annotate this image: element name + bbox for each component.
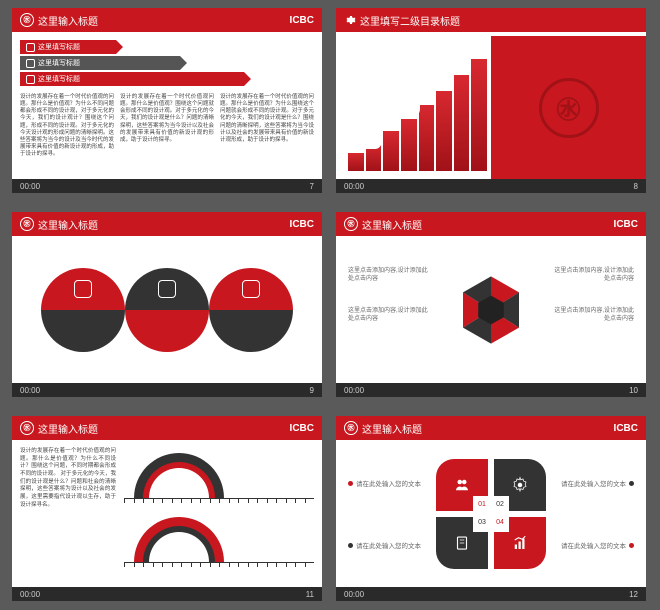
page-number: 7	[310, 182, 314, 191]
semicircle-diagram	[20, 244, 314, 375]
column-3: 设计的发展存在着一个时代价值观的问题。那什么是价值观？为什么围绕这个问题就会形成…	[220, 94, 314, 158]
hexagon-diagram	[451, 270, 531, 350]
slide-header: ㊌这里输入标题 ICBC	[12, 8, 322, 32]
slide-10: ㊌这里输入标题ICBC 这里点击添加内容,设计添加此处点击内容 这里点击添加内容…	[336, 212, 646, 397]
icbc-icon: ㊌	[20, 217, 34, 231]
quadrant-diagram: 01 02 03 04	[436, 459, 546, 569]
section-title: 这里填写二级目录标题	[360, 13, 460, 28]
slide-9: ㊌这里输入标题ICBC 00:009	[12, 212, 322, 397]
figure-icon	[360, 121, 382, 149]
slide-8: 这里填写二级目录标题 ㊌ 00:00 8	[336, 8, 646, 193]
arrow-1: 这里填写标题	[20, 40, 116, 54]
logo-panel: ㊌	[491, 36, 646, 179]
slide-12: ㊌这里输入标题ICBC 01 02 03 04 请在此处输入您的文本 请在此处输…	[336, 416, 646, 601]
body-text: 设计的发展存在着一个时代价值观的问题。那什么是价值观？为什么不同设计？围绕这个问…	[20, 448, 116, 579]
page-number: 8	[634, 182, 638, 191]
bar-chart	[336, 36, 491, 179]
arrow-list: 这里填写标题 这里填写标题 这里填写标题	[20, 40, 314, 90]
people-icon	[26, 59, 35, 68]
icbc-icon: ㊌	[20, 421, 34, 435]
clock-icon	[26, 75, 35, 84]
gauge-charts	[124, 448, 314, 579]
lock-icon	[26, 43, 35, 52]
icbc-icon: ㊌	[344, 217, 358, 231]
arrow-2: 这里填写标题	[20, 56, 180, 70]
slide-7: ㊌这里输入标题 ICBC 这里填写标题 这里填写标题 这里填写标题 设计的发展存…	[12, 8, 322, 193]
column-1: 设计的发展存在着一个时代价值观的问题。那什么是价值观？为什么不同问题都会形成不同…	[20, 94, 114, 158]
gear-icon	[344, 14, 356, 26]
slide-title: 这里输入标题	[38, 13, 98, 28]
icbc-logo-icon: ㊌	[539, 78, 599, 138]
column-2: 设计的发展存在着一个时代价值观问题。那什么是价值观？围绕这个问题就会形成不同的设…	[120, 94, 214, 158]
time-label: 00:00	[344, 182, 364, 191]
quad-center: 01 02 03 04	[473, 496, 509, 532]
arrow-3: 这里填写标题	[20, 72, 244, 86]
figure-icon	[398, 89, 420, 117]
icbc-icon: ㊌	[344, 421, 358, 435]
time-label: 00:00	[20, 182, 40, 191]
brand-label: ICBC	[290, 15, 314, 26]
section-header: 这里填写二级目录标题	[336, 8, 646, 32]
slide-11: ㊌这里输入标题ICBC 设计的发展存在着一个时代价值观的问题。那什么是价值观？为…	[12, 416, 322, 601]
icbc-icon: ㊌	[20, 13, 34, 27]
